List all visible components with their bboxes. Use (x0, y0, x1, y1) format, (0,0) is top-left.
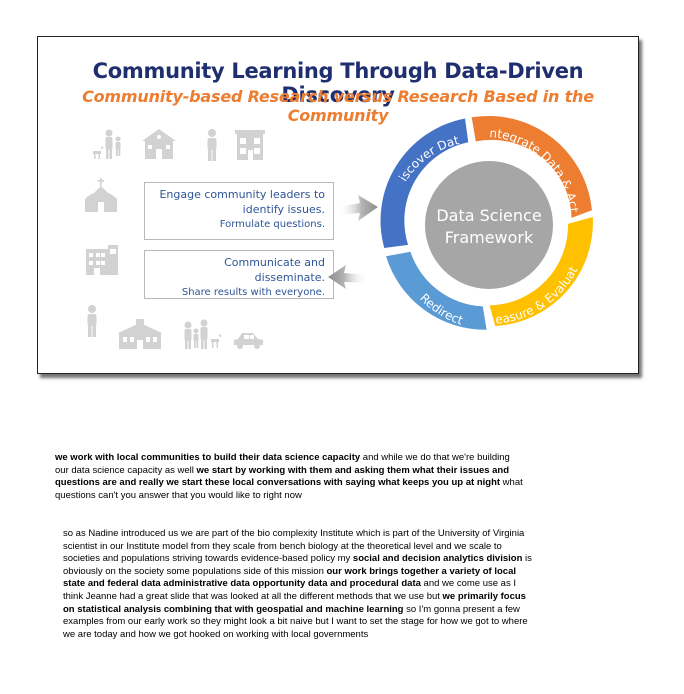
framework-center-line2: Framework (445, 228, 534, 247)
building-icon (86, 245, 118, 275)
transcript-p2-run-5: we primarily focus on statistical analys… (63, 590, 526, 615)
person-icon (87, 305, 97, 337)
family-icon (184, 319, 221, 349)
transcript-p2-run-3: our work brings together a variety of lo… (63, 565, 517, 590)
transcript-p1-run-0: we work with local communities to build … (55, 452, 361, 463)
data-science-cycle: Data Science Framework Discover Data Int… (356, 107, 593, 330)
townhall-icon (118, 319, 162, 349)
engage-line3: Formulate questions. (219, 219, 325, 230)
car-icon (234, 333, 263, 349)
church-icon (85, 178, 117, 212)
transcript-p2-run-6: so I'm gonna present a few examples from… (63, 603, 528, 640)
transcript-p2-run-2: is obviously on the society some populat… (63, 553, 532, 577)
engage-callout: Engage community leaders to identify iss… (144, 182, 334, 240)
slide: Community Learning Through Data-Driven D… (37, 36, 639, 374)
transcript-p2-run-4: and we come use as I think Jeanne had a … (63, 578, 516, 602)
framework-center-line1: Data Science (436, 206, 541, 225)
school-icon (142, 129, 176, 159)
family-icon (93, 129, 121, 159)
slide-subtitle: Community-based Research versus Research… (82, 87, 594, 125)
communicate-callout: Communicate and disseminate. Share resul… (144, 250, 334, 299)
slide-title: Community Learning Through Data-Driven D… (92, 59, 584, 107)
communicate-line2: Share results with everyone. (181, 287, 325, 298)
communicate-line1: Communicate and disseminate. (224, 256, 325, 284)
segment-redirect (386, 251, 487, 330)
transcript-p2-run-1: social and decision analytics division (352, 553, 523, 565)
segment-measure (489, 217, 593, 326)
community-icons (85, 129, 265, 349)
segment-integrate (471, 115, 592, 218)
transcript-paragraph-1: we work with local communities to build … (55, 452, 525, 502)
transcript-p1-run-3: what questions can't you answer that you… (55, 477, 523, 501)
transcript-p2-run-0: so as Nadine introduced us we are part o… (63, 528, 525, 565)
store-icon (235, 130, 265, 160)
person-icon (207, 129, 217, 161)
segment-discover (380, 118, 469, 248)
framework-center (425, 161, 553, 289)
transcript-p1-run-2: we start by working with them and asking… (55, 464, 510, 489)
engage-line1: Engage community leaders to (159, 188, 325, 201)
engage-line2: identify issues. (242, 203, 325, 216)
transcript-paragraph-2: so as Nadine introduced us we are part o… (63, 528, 533, 641)
transcript-p1-run-1: and while we do that we're building our … (55, 452, 510, 476)
